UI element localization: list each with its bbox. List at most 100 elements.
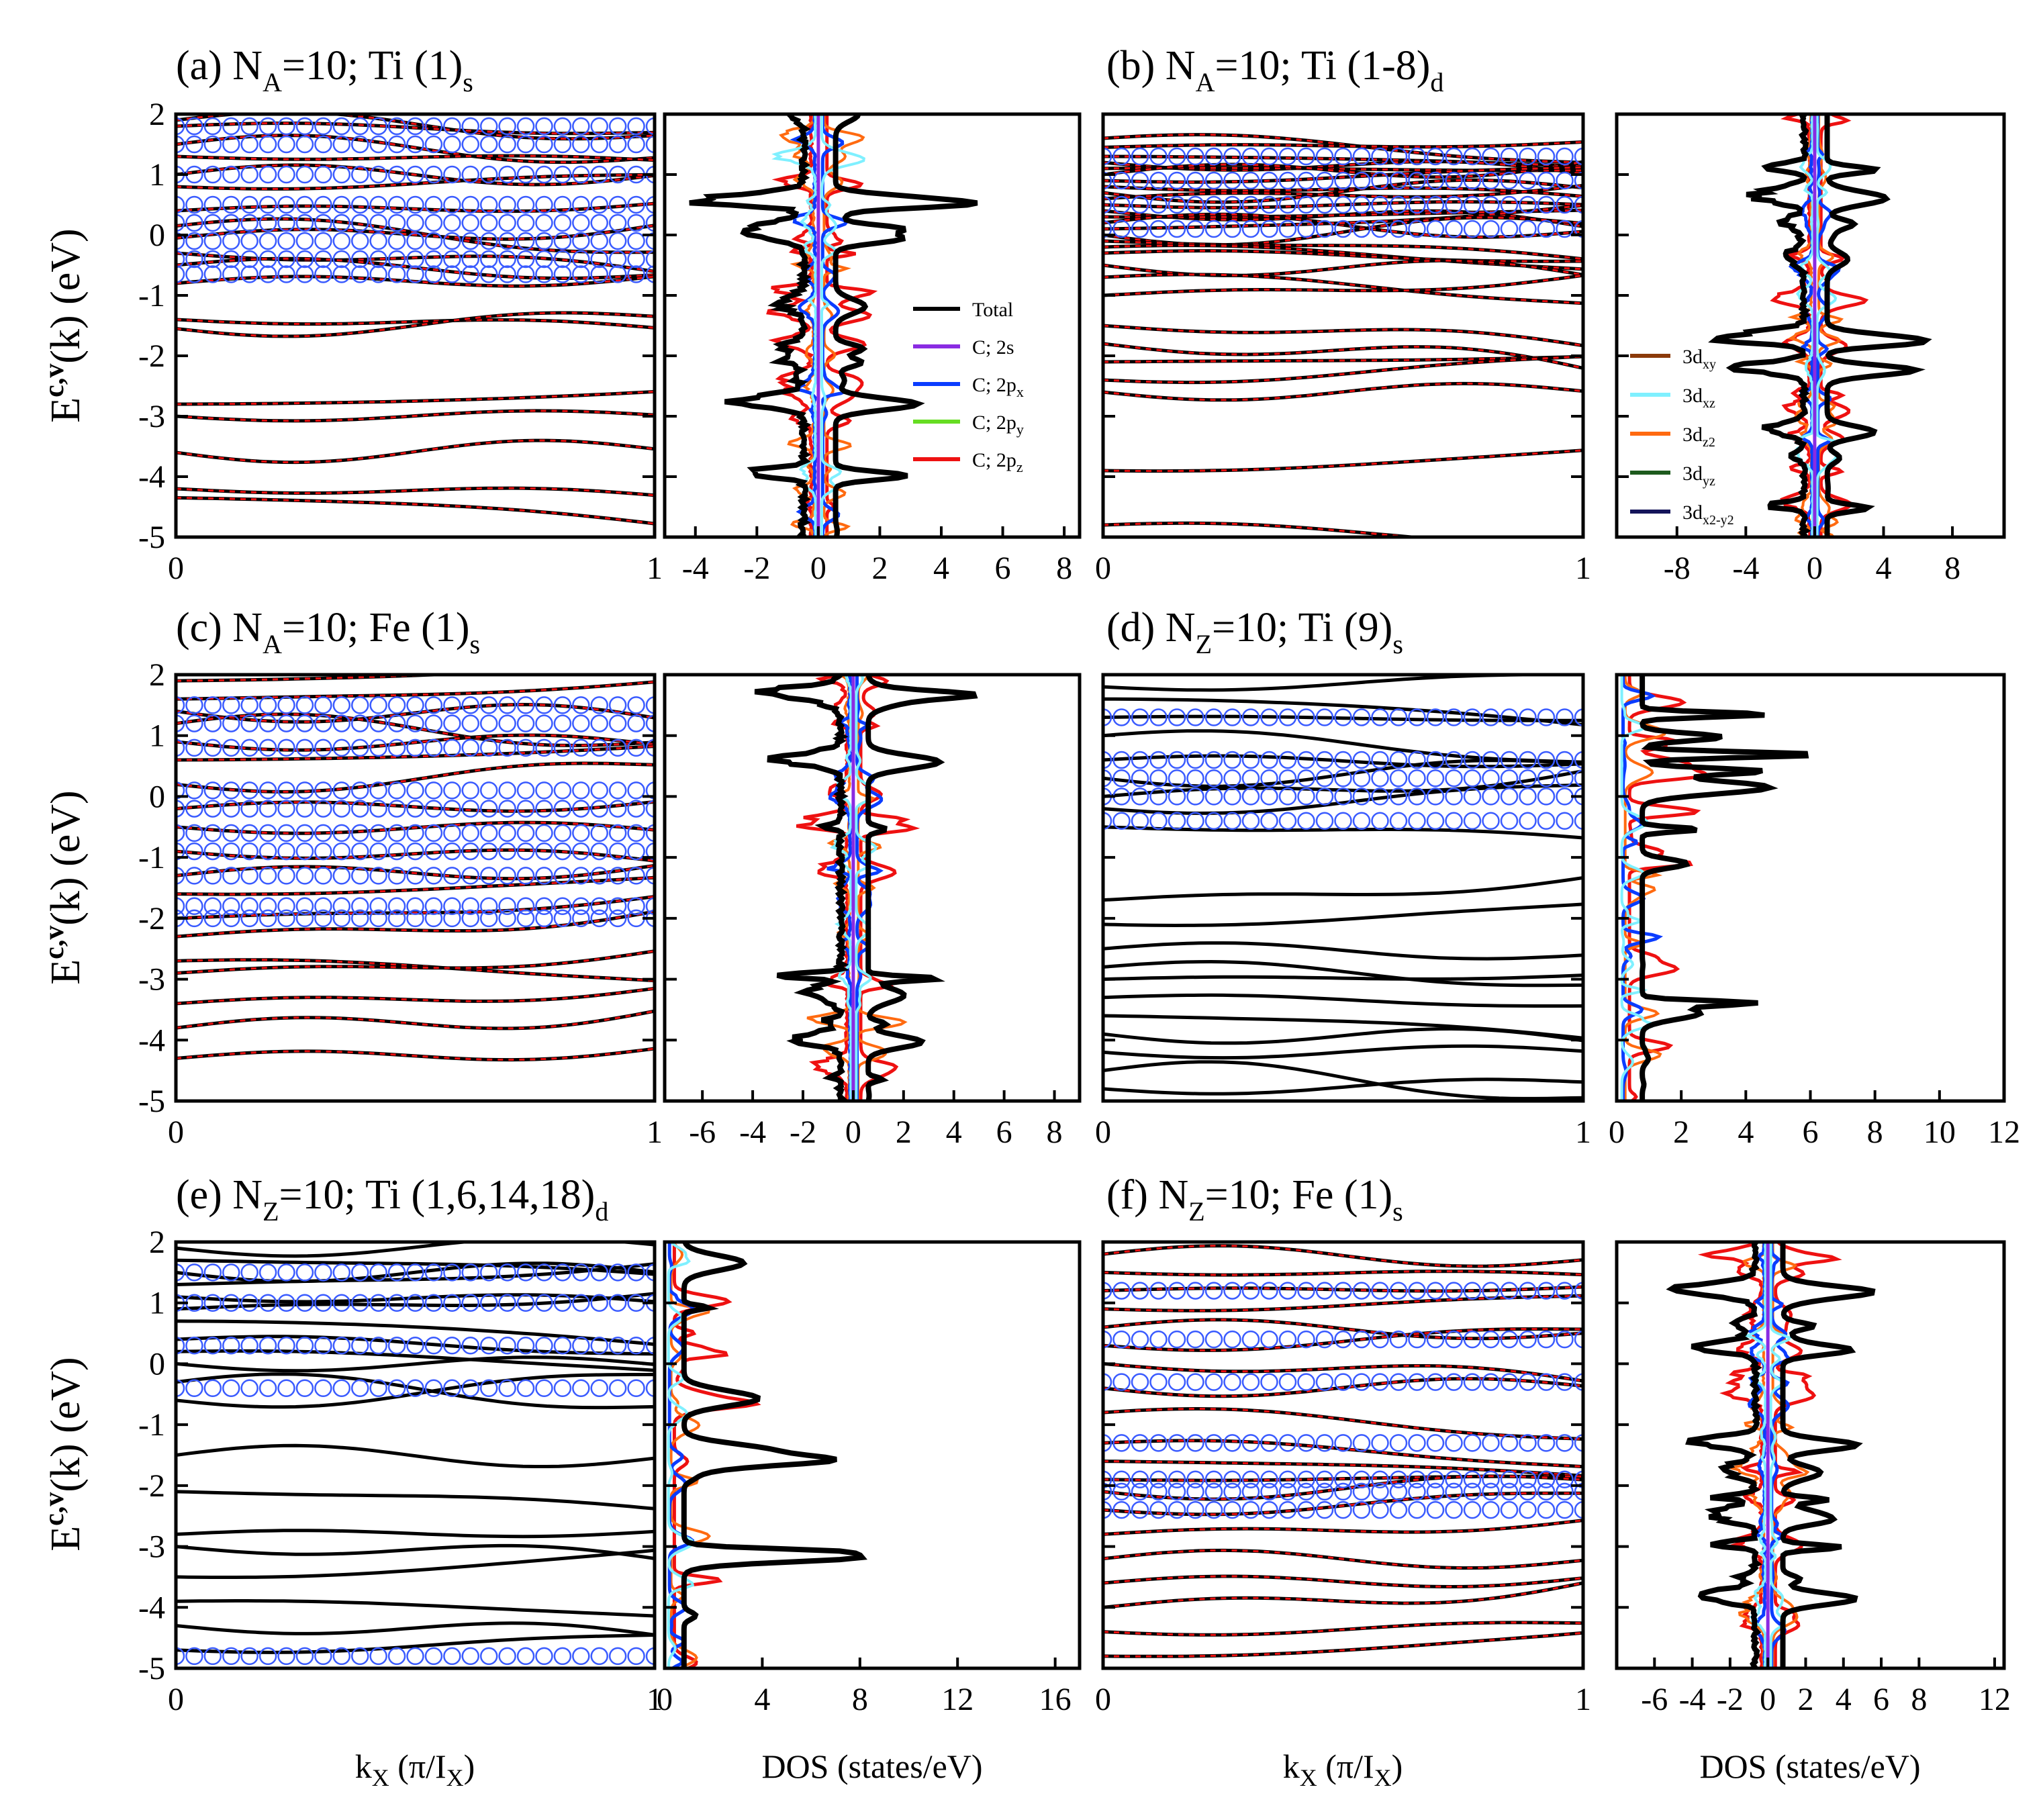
weight-circle — [1389, 147, 1408, 166]
dos-x-tick-label: -4 — [1679, 1682, 1706, 1717]
weight-circle — [498, 195, 516, 214]
weight-circle — [258, 135, 277, 154]
weight-circle — [461, 1336, 480, 1355]
weight-circle — [1371, 195, 1389, 214]
band-line-dashed — [176, 134, 655, 164]
weight-circle — [479, 195, 498, 214]
weight-circle — [424, 195, 443, 214]
weight-circle — [203, 909, 222, 928]
weight-circle — [1500, 708, 1519, 726]
weight-circle — [443, 1263, 461, 1282]
weight-circle — [590, 1336, 608, 1355]
weight-circle — [387, 781, 406, 800]
weight-circle — [1103, 195, 1112, 214]
weight-circle — [295, 1379, 314, 1397]
weight-circle — [498, 781, 516, 800]
weight-circle — [1278, 1482, 1297, 1501]
y-tick-label: 0 — [149, 218, 165, 253]
weight-circle — [222, 696, 240, 714]
weight-circle — [553, 232, 572, 250]
weight-circle — [332, 1294, 351, 1312]
weight-circle — [314, 1294, 332, 1312]
weight-circle — [314, 909, 332, 928]
title-pre: (e) N — [176, 1172, 263, 1218]
weight-circle — [1500, 1330, 1519, 1349]
weight-circle — [1408, 147, 1426, 166]
weight-circle — [627, 696, 645, 714]
weight-circle — [461, 714, 480, 732]
weight-circle — [185, 1379, 203, 1397]
weight-circle — [1131, 1373, 1149, 1391]
weight-circle — [1260, 1373, 1278, 1391]
weight-circle — [479, 897, 498, 915]
title-mid: =10; Fe (1) — [1205, 1172, 1392, 1218]
legend-label: 3dxy — [1682, 346, 1716, 372]
weight-circle — [443, 1294, 461, 1312]
weight-circle — [369, 738, 387, 757]
weight-circle — [1241, 195, 1260, 214]
weight-circle — [1408, 1470, 1426, 1489]
weight-circle — [1445, 1330, 1463, 1349]
weight-circle — [1556, 195, 1574, 214]
weight-circle — [1186, 1373, 1204, 1391]
y-tick-label: 1 — [149, 1286, 165, 1321]
weight-circle — [516, 265, 535, 283]
weight-circle — [1408, 1330, 1426, 1349]
weight-circle — [645, 250, 655, 269]
weight-circle — [516, 1294, 535, 1312]
weight-circle — [627, 1647, 645, 1666]
weight-circle — [332, 714, 351, 732]
weight-circle — [1426, 1470, 1445, 1489]
weight-circle — [387, 195, 406, 214]
weight-circle — [1371, 1434, 1389, 1452]
weight-circle — [1204, 708, 1223, 726]
weight-circle — [535, 117, 553, 136]
weight-circle — [1112, 195, 1131, 214]
weight-circle — [572, 909, 590, 928]
weight-circle — [461, 842, 480, 861]
weight-circle — [406, 135, 424, 154]
dos-x-tick-label: 8 — [1867, 1114, 1883, 1150]
weight-circle — [203, 165, 222, 184]
weight-circle — [461, 897, 480, 915]
band-frame-f — [1101, 1240, 1585, 1670]
weight-circle — [1537, 751, 1556, 769]
legend-label: C; 2py — [972, 412, 1024, 438]
weight-circle — [498, 714, 516, 732]
dos-x-tick-label: 4 — [946, 1114, 962, 1150]
weight-circle — [424, 781, 443, 800]
weight-circle — [1334, 220, 1352, 238]
weight-circle — [1241, 812, 1260, 830]
weight-circle — [332, 232, 351, 250]
band-line — [176, 1599, 655, 1618]
weight-circle — [479, 117, 498, 136]
weight-circle — [1241, 1482, 1260, 1501]
weight-circle — [1241, 787, 1260, 806]
weight-circle — [1482, 769, 1500, 787]
weight-circle — [1482, 1282, 1500, 1300]
weight-circle — [203, 824, 222, 843]
weight-circle — [1315, 147, 1334, 166]
band-line-dashed — [176, 950, 655, 974]
weight-circle — [1223, 751, 1241, 769]
weight-circle — [1297, 1500, 1315, 1519]
weight-circle — [1278, 1330, 1297, 1349]
weight-circle — [1334, 812, 1352, 830]
weight-circle — [608, 1263, 627, 1282]
y-tick-label: -3 — [138, 1529, 165, 1565]
dos-curves-b — [1708, 114, 1932, 537]
weight-circle — [535, 1294, 553, 1312]
weight-circle — [387, 213, 406, 232]
weight-circle — [627, 824, 645, 843]
band-line — [176, 1335, 655, 1356]
dos-x-tick-label: 16 — [1039, 1682, 1072, 1717]
band-line-dashed — [176, 734, 655, 751]
weight-circle — [1519, 1500, 1537, 1519]
legend-label: 3dx2-y2 — [1682, 501, 1734, 528]
weight-circle — [314, 165, 332, 184]
weight-circle — [1574, 147, 1583, 166]
weight-circle — [295, 1336, 314, 1355]
weight-circle — [1112, 1282, 1131, 1300]
weight-circle — [1103, 1500, 1112, 1519]
weight-circle — [222, 165, 240, 184]
